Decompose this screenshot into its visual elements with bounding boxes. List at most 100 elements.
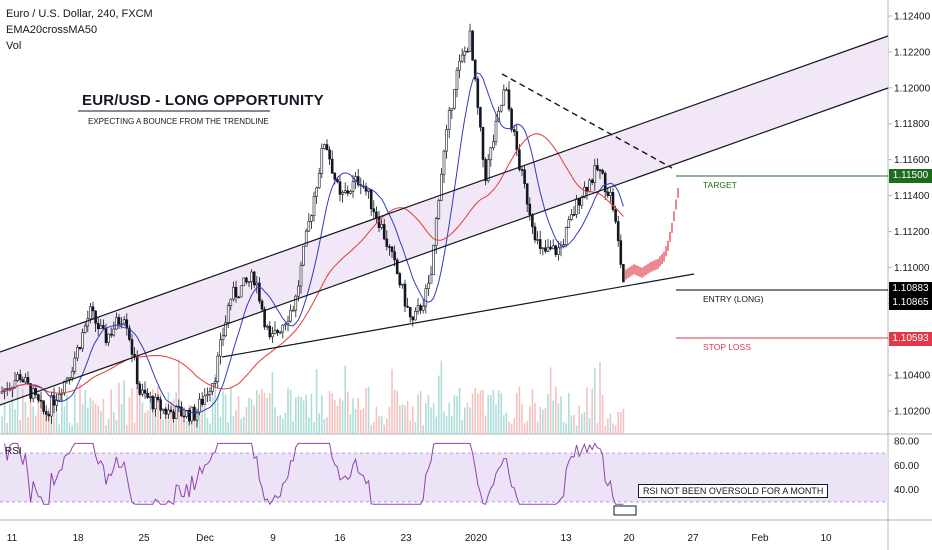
- candle-body: [310, 215, 313, 222]
- volume-bar: [276, 415, 279, 434]
- volume-bar: [604, 425, 606, 434]
- volume-bar: [263, 392, 266, 434]
- volume-bar: [578, 405, 580, 434]
- x-tick-label: 23: [400, 533, 412, 544]
- volume-bar: [560, 396, 562, 434]
- target-label: TARGET: [703, 180, 737, 190]
- candle-body: [117, 317, 121, 325]
- volume-bar: [383, 424, 385, 434]
- volume-bar: [334, 400, 336, 434]
- candle-body: [151, 396, 155, 410]
- volume-bar: [100, 411, 102, 434]
- candle-body: [26, 377, 30, 384]
- candle-body: [564, 227, 568, 246]
- volume-bar: [477, 393, 479, 434]
- volume-bar: [349, 414, 352, 434]
- candle-body: [299, 264, 303, 287]
- volume-bar: [141, 402, 144, 434]
- volume-bar: [19, 419, 21, 434]
- candle-body: [21, 379, 25, 383]
- candle-body: [198, 398, 201, 413]
- volume-bar: [620, 412, 622, 434]
- volume-bar: [622, 408, 625, 434]
- volume-bar: [35, 415, 37, 434]
- rsi-line: [4, 442, 624, 506]
- volume-bar: [404, 405, 406, 434]
- volume-bar: [269, 393, 271, 434]
- volume-bar: [219, 416, 222, 434]
- volume-bar: [185, 421, 188, 434]
- candle-body: [460, 54, 464, 62]
- volume-bar: [323, 418, 326, 434]
- volume-bar: [97, 405, 99, 434]
- candle-body: [398, 273, 402, 286]
- volume-bar: [211, 397, 214, 434]
- candle-body: [255, 282, 259, 286]
- volume-bar: [370, 425, 372, 434]
- target-price-tag: 1.11500: [889, 169, 932, 183]
- volume-bar: [42, 411, 45, 434]
- candle-body: [528, 203, 532, 216]
- volume-bar: [484, 415, 487, 434]
- volume-bar: [430, 407, 432, 434]
- volume-bar: [282, 418, 284, 434]
- candle-body: [614, 209, 617, 222]
- candle-body: [421, 305, 425, 311]
- candle-body: [531, 214, 534, 228]
- volume-bar: [391, 369, 393, 434]
- candle-body: [37, 394, 40, 401]
- candle-body: [447, 110, 451, 130]
- volume-bar: [146, 410, 149, 434]
- candle-body: [315, 187, 318, 197]
- candle-body: [268, 325, 272, 338]
- candle-body: [13, 380, 17, 388]
- volume-bar: [256, 390, 258, 434]
- candle-body: [570, 214, 573, 220]
- volume-bar: [419, 390, 422, 434]
- rsi-tick-label: 60.00: [894, 461, 919, 472]
- x-tick-label: 13: [560, 533, 572, 544]
- candle-body: [471, 30, 474, 61]
- candle-body: [164, 408, 168, 415]
- volume-bar: [313, 422, 315, 434]
- candle-body: [419, 305, 422, 311]
- volume-bar: [508, 421, 510, 434]
- volume-bar: [3, 402, 6, 434]
- volume-bar: [583, 412, 586, 434]
- candle-body: [544, 247, 547, 252]
- candle-body: [50, 395, 53, 417]
- volume-bar: [110, 389, 112, 434]
- volume-bar: [354, 409, 357, 434]
- stoploss-price-tag: 1.10593: [889, 332, 932, 346]
- volume-bar: [443, 411, 445, 434]
- volume-bar: [380, 416, 383, 434]
- volume-bar: [14, 409, 16, 434]
- x-tick-label: 9: [270, 533, 276, 544]
- volume-bar: [386, 418, 388, 434]
- candle-body: [486, 159, 490, 181]
- volume-bar: [360, 409, 362, 434]
- volume-bar: [222, 391, 224, 434]
- candle-body: [239, 285, 243, 298]
- candle-body: [455, 69, 459, 90]
- candle-body: [406, 305, 409, 308]
- volume-bar: [261, 389, 263, 434]
- candle-body: [122, 319, 126, 325]
- candle-body: [473, 59, 477, 80]
- y-tick-label: 1.12200: [894, 47, 931, 58]
- candle-body: [200, 398, 204, 405]
- volume-bar: [180, 400, 183, 434]
- volume-bar: [581, 414, 583, 434]
- candle-body: [185, 409, 188, 417]
- volume-bar: [315, 369, 318, 434]
- candle-body: [489, 147, 493, 161]
- volume-bar: [27, 417, 29, 434]
- volume-bar: [243, 416, 245, 434]
- candle-body: [393, 251, 396, 261]
- candle-body: [468, 30, 472, 52]
- candle-body: [341, 192, 344, 195]
- volume-bar: [521, 403, 523, 434]
- x-tick-label: 27: [687, 533, 699, 544]
- volume-bar: [336, 405, 339, 434]
- candle-body: [221, 335, 225, 341]
